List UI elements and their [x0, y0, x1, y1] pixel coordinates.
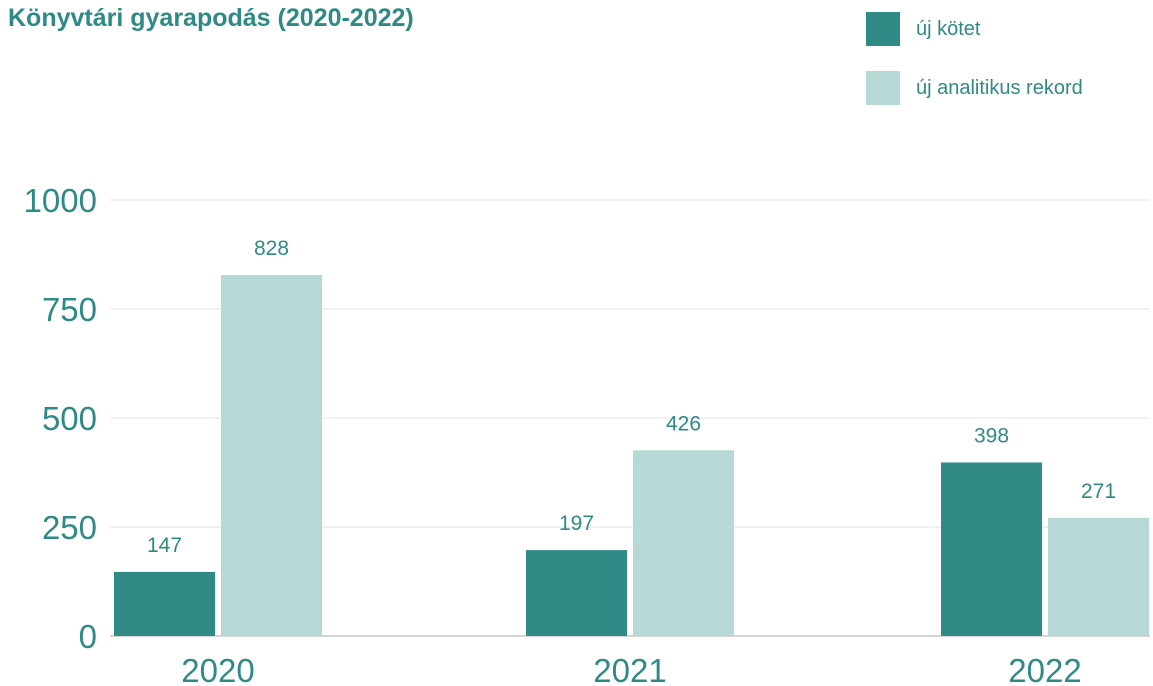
bar: [633, 450, 734, 636]
legend-item-new-analytic-record: új analitikus rekord: [866, 71, 1083, 105]
bar: [526, 550, 627, 636]
data-label: 426: [666, 412, 701, 435]
legend-label-new-analytic-record: új analitikus rekord: [916, 76, 1083, 99]
y-tick-label: 500: [42, 400, 97, 437]
y-tick-label: 0: [79, 618, 97, 655]
bar: [941, 462, 1042, 636]
legend-item-new-volume: új kötet: [866, 12, 1083, 46]
y-tick-label: 750: [42, 291, 97, 328]
bar: [221, 274, 322, 636]
chart-title: Könyvtári gyarapodás (2020-2022): [8, 4, 414, 32]
data-label: 197: [559, 512, 594, 535]
y-tick-label: 1000: [24, 182, 97, 219]
x-tick-label: 2022: [1008, 652, 1081, 686]
bar: [1048, 517, 1149, 636]
data-label: 398: [974, 424, 1009, 447]
legend-swatch-new-analytic-record: [866, 71, 900, 105]
data-label: 147: [147, 534, 182, 557]
legend-swatch-new-volume: [866, 12, 900, 46]
legend-label-new-volume: új kötet: [916, 17, 981, 40]
y-tick-label: 250: [42, 509, 97, 546]
x-tick-label: 2020: [181, 652, 254, 686]
bar: [114, 571, 215, 636]
data-label: 828: [254, 237, 289, 260]
x-tick-label: 2021: [593, 652, 666, 686]
legend: új kötet új analitikus rekord: [866, 12, 1083, 130]
data-label: 271: [1081, 480, 1116, 503]
